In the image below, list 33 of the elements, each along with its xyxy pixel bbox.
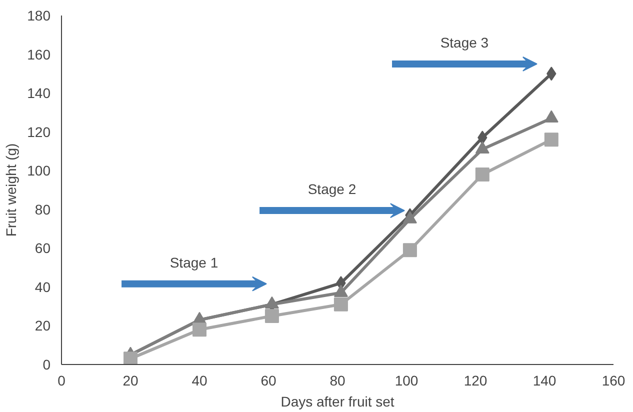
x-tick-label: 160 — [602, 372, 626, 388]
x-tick-label: 100 — [394, 372, 418, 388]
y-tick-label: 80 — [34, 201, 51, 218]
y-tick-label: 160 — [27, 46, 51, 62]
point — [402, 243, 417, 258]
x-axis-title: Days after fruit set — [280, 394, 394, 410]
y-tick-label: 140 — [27, 85, 51, 102]
y-tick-label: 0 — [42, 356, 51, 372]
point — [124, 352, 138, 364]
y-tick-label: 180 — [27, 8, 51, 24]
x-tick-label: 0 — [58, 372, 66, 388]
point — [475, 167, 490, 182]
annotation: Stage 1 — [170, 254, 218, 270]
point — [334, 284, 348, 298]
x-tick-label: 20 — [122, 372, 138, 388]
y-tick-label: 40 — [34, 278, 51, 295]
annotation: Stage 3 — [440, 34, 489, 50]
point — [264, 309, 279, 324]
annotation: Stage 2 — [308, 180, 356, 197]
y-tick-label: 100 — [27, 162, 51, 179]
x-tick-label: 140 — [532, 372, 556, 388]
x-tick-label: 80 — [330, 372, 346, 388]
point — [544, 132, 558, 147]
x-tick-label: 40 — [192, 372, 208, 388]
y-tick-label: 60 — [34, 240, 51, 256]
point — [264, 296, 279, 309]
x-tick-label: 120 — [464, 372, 488, 388]
x-tick-label: 60 — [260, 372, 276, 388]
y-tick-label: 120 — [27, 124, 51, 140]
y-tick-label: 20 — [34, 318, 51, 334]
y-axis-title: Fruit weight (g) — [3, 143, 20, 237]
point — [192, 322, 206, 337]
point — [334, 297, 348, 312]
